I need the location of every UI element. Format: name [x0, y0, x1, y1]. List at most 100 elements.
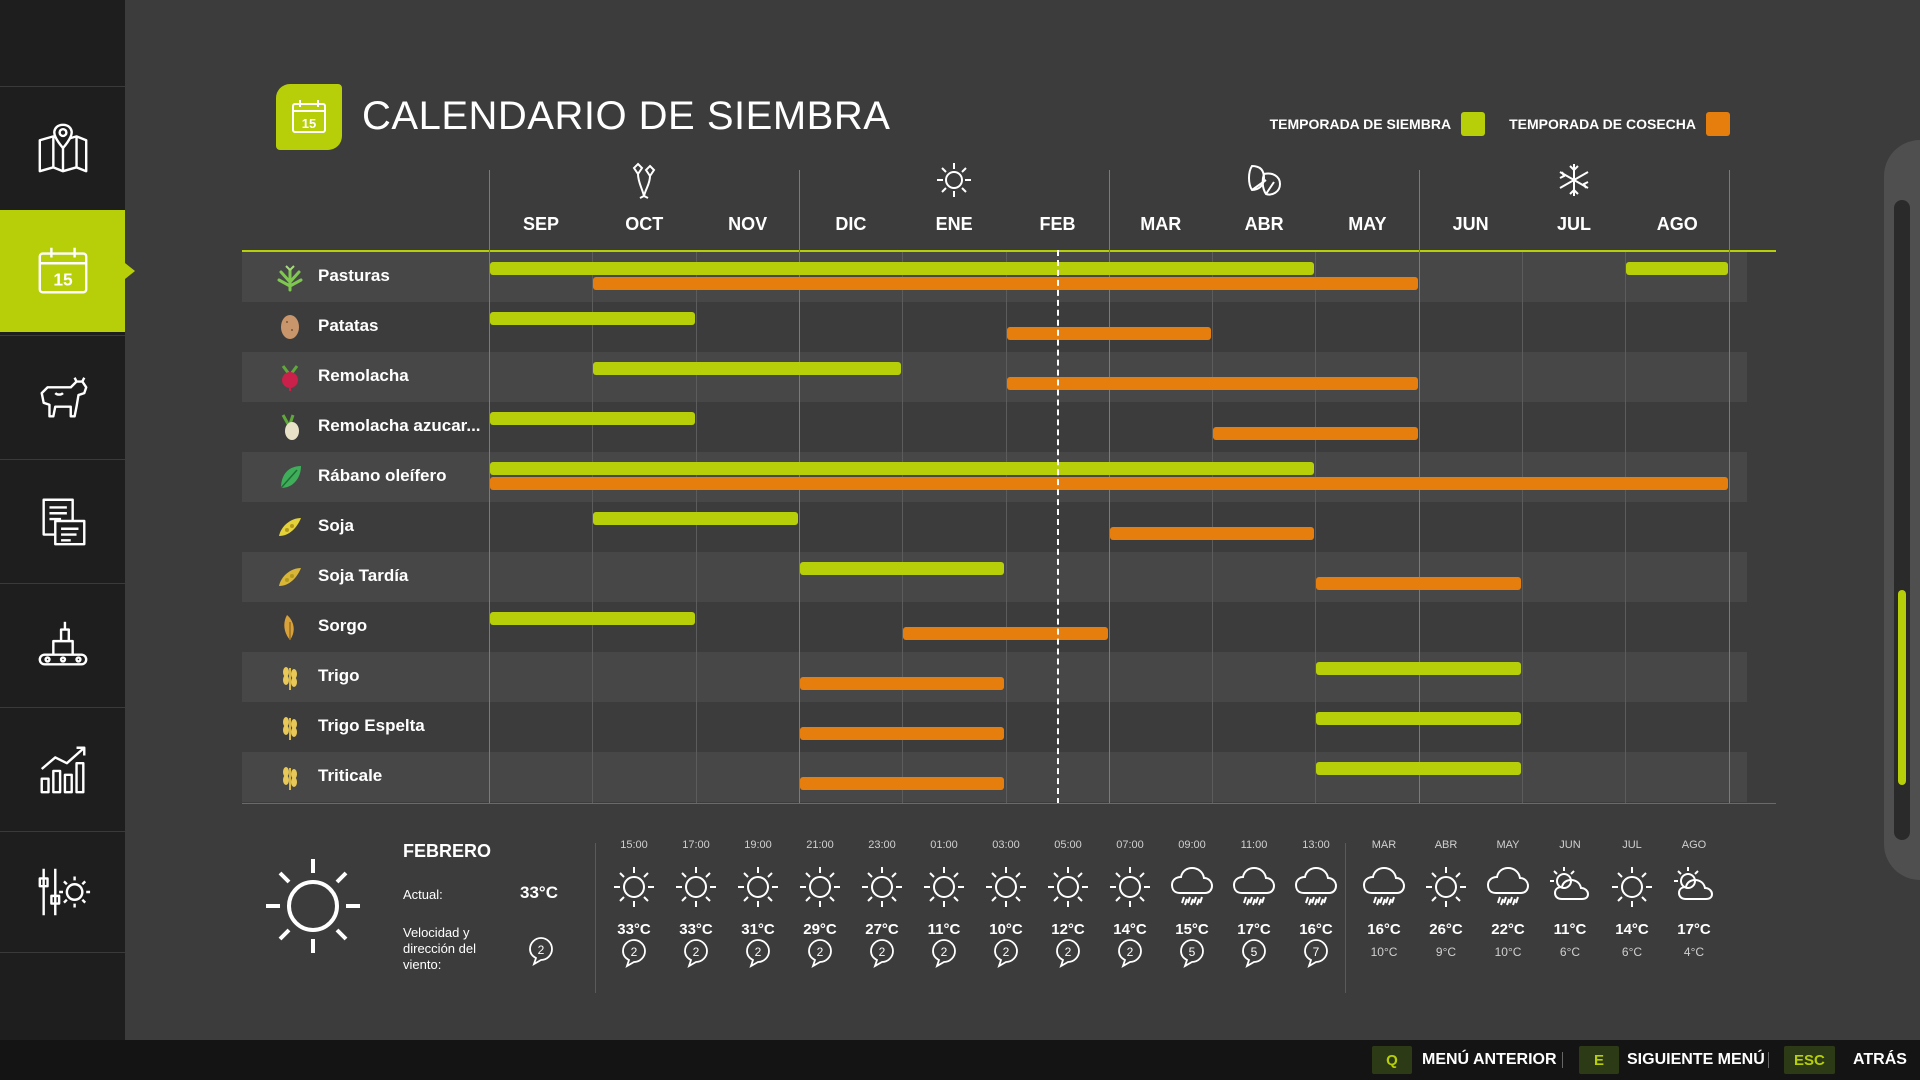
svg-text:2: 2: [941, 945, 948, 959]
forecast-month: JUL: [1622, 839, 1642, 851]
key-esc[interactable]: ESC: [1784, 1046, 1835, 1074]
hourly-forecast: 01:00 11°C 2: [913, 835, 975, 973]
scrollbar-thumb[interactable]: [1898, 590, 1906, 785]
month-gridline: [695, 252, 697, 804]
crop-name: Remolacha: [318, 366, 409, 385]
nav-contracts[interactable]: [0, 459, 125, 581]
forecast-month: MAR: [1371, 839, 1397, 851]
calendar-bottom-line: [242, 803, 1776, 804]
contracts-icon: [41, 498, 85, 545]
harvest-bar: [799, 677, 1005, 690]
month-label: ABR: [1244, 214, 1284, 234]
forecast-temp: 31°C: [741, 921, 775, 938]
month-label: SEP: [522, 214, 560, 234]
forecast-low: 6°C: [1621, 945, 1643, 959]
sun-icon: [934, 160, 974, 200]
month-label: NOV: [728, 214, 768, 234]
forecast-time: 15:00: [620, 839, 648, 851]
harvest-bar: [1316, 577, 1521, 590]
svg-text:2: 2: [1003, 945, 1010, 959]
nav-settings[interactable]: [0, 831, 125, 953]
partly-cloudy-weather-icon: [1674, 867, 1714, 900]
crop-row[interactable]: Trigo Espelta: [242, 702, 1747, 752]
crop-name: Sorgo: [318, 616, 368, 635]
legend-harvest-swatch: [1706, 112, 1730, 136]
month-label: OCT: [625, 214, 664, 234]
month-gridline: [1005, 252, 1007, 804]
crop-row[interactable]: Sorgo: [242, 602, 1747, 652]
animals-icon: [40, 376, 87, 418]
flower-icon: [624, 160, 664, 200]
month-label: ENE: [935, 214, 973, 234]
sowing-bar: [490, 412, 695, 425]
crop-row[interactable]: Remolacha: [242, 352, 1747, 402]
current-wind-icon: 2: [526, 935, 556, 971]
forecast-time: 19:00: [744, 839, 772, 851]
harvest-bar: [799, 777, 1005, 790]
svg-text:2: 2: [693, 945, 700, 959]
forecast-high: 14°C: [1615, 921, 1649, 938]
rain-weather-icon: [1170, 866, 1214, 906]
wind-direction-icon: 2: [808, 939, 832, 968]
svg-text:2: 2: [631, 945, 638, 959]
nav-map[interactable]: [0, 86, 125, 208]
current-weather-sun-icon: [266, 859, 360, 953]
svg-text:5: 5: [1189, 945, 1196, 959]
nav-calendar[interactable]: 15: [0, 210, 135, 332]
forecast-low: 10°C: [1494, 945, 1522, 959]
sun-weather-icon: [738, 867, 778, 907]
svg-text:2: 2: [1127, 945, 1134, 959]
nav-production[interactable]: [0, 583, 125, 705]
forecast-time: 09:00: [1178, 839, 1206, 851]
svg-text:15: 15: [302, 116, 316, 131]
sun-weather-icon: [1612, 867, 1652, 907]
sowing-calendar: SEP OCT NOV DIC ENE FEB MAR ABR MAY JUN JUL AGO Pas…: [242, 160, 1776, 805]
soybean-late-icon: [279, 568, 301, 586]
nav-statistics[interactable]: [0, 707, 125, 829]
wind-direction-icon: 2: [622, 939, 646, 968]
forecast-temp: 33°C: [679, 921, 713, 938]
current-date-marker: [1057, 250, 1060, 804]
legend-harvest-label: TEMPORADA DE COSECHA: [1509, 116, 1696, 132]
weather-month: FEBRERO: [403, 841, 492, 861]
crop-row[interactable]: Patatas: [242, 302, 1747, 352]
next-menu-button[interactable]: SIGUIENTE MENÚ: [1627, 1051, 1765, 1068]
oilradish-icon: [280, 466, 301, 489]
spelt-icon: [283, 717, 297, 740]
prev-menu-button[interactable]: MENÚ ANTERIOR: [1422, 1051, 1557, 1068]
monthly-forecast: MAR 16°C 10°C: [1353, 835, 1415, 959]
back-button[interactable]: ATRÁS: [1853, 1051, 1907, 1068]
crop-name: Rábano oleífero: [318, 466, 447, 485]
key-e[interactable]: E: [1579, 1046, 1619, 1074]
monthly-forecast: ABR 26°C 9°C: [1415, 835, 1477, 959]
forecast-temp: 29°C: [803, 921, 837, 938]
sorghum-icon: [284, 615, 294, 640]
rain-weather-icon: [1294, 866, 1338, 906]
month-label: DIC: [835, 214, 867, 234]
potato-icon: [281, 315, 299, 339]
forecast-low: 4°C: [1683, 945, 1705, 959]
forecast-low: 9°C: [1435, 945, 1457, 959]
legend: TEMPORADA DE SIEMBRA TEMPORADA DE COSECH…: [1270, 112, 1730, 136]
forecast-time: 21:00: [806, 839, 834, 851]
sowing-bar: [799, 562, 1005, 575]
month-label: MAR: [1140, 214, 1182, 234]
forecast-temp: 17°C: [1237, 921, 1271, 938]
triticale-icon: [283, 767, 297, 790]
nav-animals[interactable]: [0, 335, 125, 457]
crop-name: Patatas: [318, 316, 379, 335]
forecast-temp: 12°C: [1051, 921, 1085, 938]
key-q[interactable]: Q: [1372, 1046, 1412, 1074]
crop-row[interactable]: Soja: [242, 502, 1747, 552]
crop-name: Soja Tardía: [318, 566, 409, 585]
forecast-low: 10°C: [1370, 945, 1398, 959]
sidebar: 15: [0, 0, 135, 1040]
sowing-bar: [490, 612, 695, 625]
svg-text:2: 2: [755, 945, 762, 959]
footer-separator: [1768, 1052, 1769, 1068]
forecast-time: 03:00: [992, 839, 1020, 851]
monthly-forecast: JUL 14°C 6°C: [1601, 835, 1663, 959]
legend-sowing-label: TEMPORADA DE SIEMBRA: [1269, 116, 1452, 132]
crop-row[interactable]: Remolacha azucar...: [242, 402, 1747, 452]
svg-text:2: 2: [538, 943, 545, 957]
